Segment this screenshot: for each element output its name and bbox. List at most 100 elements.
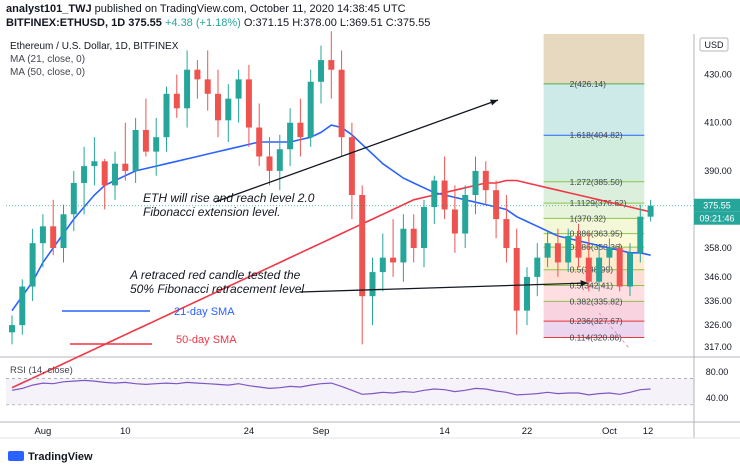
fib-level-label: 1.618(404.82) (570, 130, 623, 140)
candle-body (596, 257, 603, 282)
candle-body (369, 272, 376, 297)
candle-body (163, 93, 170, 138)
candle-body (173, 93, 180, 109)
fib-zone (543, 321, 645, 338)
price-tick-label: 410.00 (704, 118, 732, 128)
candle-body (328, 60, 335, 70)
candle (91, 137, 98, 186)
candle-body (142, 129, 149, 152)
candle-body (606, 248, 613, 258)
author-name[interactable]: analyst101_TWJ (6, 3, 92, 15)
fib-level-label: 0.5(342.41) (570, 281, 614, 291)
countdown-tag (694, 211, 740, 225)
last-price: 375.55 (128, 17, 162, 29)
candle (194, 60, 201, 99)
candle-body (575, 235, 582, 258)
candle (359, 185, 366, 345)
price-tick-label: 317.00 (704, 342, 732, 352)
time-axis: Aug 10 24 Sep 14 22 Oct 12 (34, 426, 653, 437)
candle (112, 151, 118, 200)
candle (122, 122, 129, 181)
candle-body (431, 180, 438, 208)
candle-body (184, 69, 191, 109)
price-tick-label: 346.00 (704, 272, 732, 282)
candle (173, 74, 180, 118)
fib-zone-top (543, 34, 645, 84)
candle (369, 257, 376, 326)
candle-body (307, 81, 314, 138)
tradingview-logo[interactable]: TradingView (8, 451, 93, 463)
candle (70, 170, 77, 232)
candle (9, 315, 15, 345)
candle-body (39, 226, 46, 244)
candle-body (215, 93, 221, 121)
candle-body (565, 235, 572, 263)
candle-body (112, 163, 118, 186)
candle-body (379, 257, 386, 273)
rsi-tick-label: 40.00 (706, 393, 729, 403)
candle-body (122, 163, 129, 171)
rsi-label: RSI (14, close) (10, 365, 73, 376)
candle-body (647, 205, 654, 217)
candle (390, 219, 397, 277)
publish-date: published on TradingView.com, October 11… (94, 3, 406, 15)
candle (225, 84, 232, 142)
fib-zone (543, 203, 645, 219)
tradingview-mark-icon (8, 451, 24, 461)
candle-body (9, 325, 15, 333)
retrace-arrow (299, 282, 589, 293)
candle (101, 158, 108, 210)
publish-info: analyst101_TWJ published on TradingView.… (6, 3, 406, 15)
candle-body (410, 228, 417, 248)
candle-body (204, 79, 211, 94)
candle-body (225, 98, 232, 121)
candle (215, 69, 221, 138)
fib-trend-line (598, 312, 631, 350)
rsi-pane: RSI (14, close) 80.00 40.00 (6, 365, 729, 406)
candle-body (19, 286, 26, 326)
candle (451, 185, 458, 253)
candle (616, 243, 623, 292)
fib-level-label: 1(370.32) (570, 213, 607, 223)
branding-text: TradingView (28, 451, 93, 463)
fib-zone (543, 218, 645, 234)
candle-body (338, 69, 345, 138)
candle (256, 103, 263, 167)
candle (503, 195, 510, 263)
retrace-annotation-line1: A retraced red candle tested the (129, 268, 301, 282)
candle (338, 50, 345, 157)
candle-body (451, 209, 458, 234)
fib-level-label: 1.272(385.50) (570, 177, 623, 187)
chart-legend: Ethereum / U.S. Dollar, 1D, BITFINEX MA (… (10, 41, 179, 78)
candle-body (503, 219, 510, 248)
candle-body (493, 190, 500, 220)
candle (81, 146, 88, 215)
candle (534, 243, 541, 297)
candle (19, 279, 26, 335)
chart-title: Ethereum / U.S. Dollar, 1D, BITFINEX (10, 41, 179, 52)
time-tick-label: Aug (34, 426, 51, 437)
candle-body (194, 69, 201, 80)
candle-body (472, 170, 479, 195)
price-tick-label: 430.00 (704, 70, 732, 80)
candle-body (544, 243, 551, 258)
fibonacci-extension[interactable]: 2(426.14) 1.618(404.82) 1.272(385.50) 1.112… (543, 34, 645, 350)
current-price-label: 375.55 (703, 201, 731, 211)
grid (0, 34, 740, 439)
candle-body (60, 214, 67, 248)
candle-body (153, 137, 160, 152)
current-price-tag (694, 198, 740, 212)
ma21-line (11, 124, 651, 312)
candle (287, 108, 294, 167)
moving-averages (11, 124, 651, 389)
candle (39, 214, 46, 268)
fib-zone (543, 181, 645, 204)
candle (276, 134, 283, 191)
symbol-label: BITFINEX:ETHUSD, 1D (6, 17, 126, 29)
candle-body (534, 257, 541, 277)
time-tick-label: 12 (643, 426, 654, 437)
candle (60, 204, 67, 263)
sma21-annotation: 21-day SMA (174, 306, 235, 318)
candle-body (513, 248, 520, 311)
